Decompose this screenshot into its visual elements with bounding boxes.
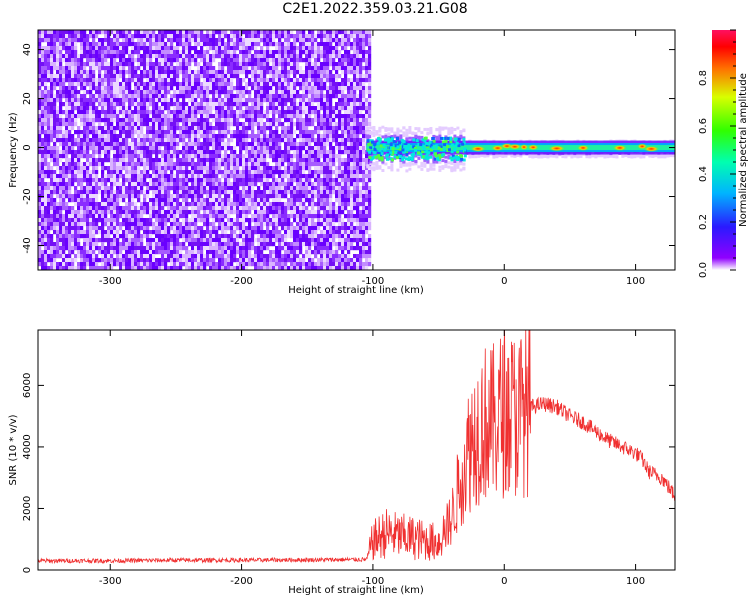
snr-y-axis-label: SNR (10 * v/v): [8, 414, 19, 485]
spectrogram-y-axis-label: Frequency (Hz): [8, 112, 19, 188]
colorbar-tick-label: 0.0: [698, 262, 709, 278]
colorbar-tick-label: 0.6: [698, 118, 709, 134]
spectrogram-x-tick-label: -100: [362, 276, 385, 287]
spectrogram-x-tick-label: -300: [99, 276, 122, 287]
colorbar-tick-label: 0.8: [698, 70, 709, 86]
colorbar-gradient: [712, 30, 736, 270]
snr-x-tick-label: 0: [501, 576, 507, 587]
noise-region: [38, 30, 372, 270]
colorbar: 0.0 0.2 0.4 0.6 0.8 Normalized spectral ampl…: [698, 29, 749, 278]
snr-x-tick-label: -200: [230, 576, 253, 587]
colorbar-tick-label: 0.2: [698, 214, 709, 230]
snr-frame: [37, 329, 676, 571]
spectrogram-x-tick-label: 0: [501, 276, 507, 287]
snr-x-tick-label: -300: [99, 576, 122, 587]
snr-line: [38, 330, 675, 565]
colorbar-tick-label: 0.4: [698, 166, 709, 182]
spectrogram-y-tick-label: 20: [22, 92, 33, 105]
snr-y-tick-label: 6000: [22, 373, 33, 398]
colorbar-label: Normalized spectral amplitude: [738, 73, 749, 227]
spectrogram-frame: [37, 29, 676, 271]
spectrogram-y-tick-label: -20: [22, 188, 33, 204]
spectrogram-y-tick-label: 0: [22, 144, 33, 150]
snr-y-tick-label: 0: [22, 567, 33, 573]
signal-peaks: [470, 143, 660, 152]
spectrogram-y-tick-label: 40: [22, 43, 33, 56]
spectrogram-x-tick-label: -200: [230, 276, 253, 287]
snr-x-tick-label: 100: [626, 576, 645, 587]
chart-title: C2E1.2022.359.03.21.G08: [282, 1, 468, 17]
signal-speckles: [366, 136, 467, 162]
spectrogram-x-tick-label: 100: [626, 276, 645, 287]
spectrogram-x-axis-label: Height of straight line (km): [288, 285, 424, 296]
snr-y-tick-label: 2000: [22, 496, 33, 521]
snr-y-tick-label: 4000: [22, 434, 33, 459]
spectrogram-y-tick-label: -40: [22, 237, 33, 253]
snr-x-axis-label: Height of straight line (km): [288, 585, 424, 596]
snr-x-tick-label: -100: [362, 576, 385, 587]
